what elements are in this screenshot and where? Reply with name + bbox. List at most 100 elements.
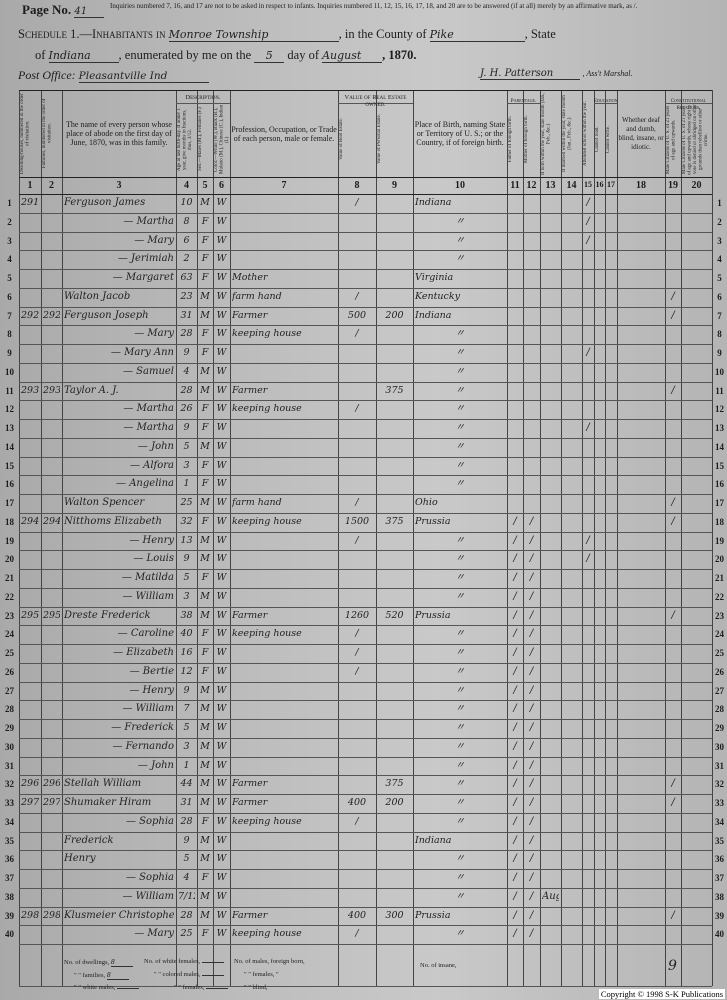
- column-divider: [376, 90, 377, 986]
- real-estate-value: /: [355, 665, 359, 677]
- age: 28: [180, 909, 193, 921]
- person-name: — Sophia: [125, 815, 174, 827]
- father-foreign: /: [513, 572, 517, 583]
- father-foreign: /: [513, 778, 517, 790]
- mother-foreign: /: [529, 684, 534, 696]
- line-number-right: 19: [715, 535, 724, 546]
- column-divider: [19, 90, 20, 986]
- sex: M: [200, 365, 210, 377]
- line-number-right: 27: [715, 685, 724, 696]
- row-rule: [19, 625, 712, 627]
- color: W: [216, 403, 227, 415]
- sex: M: [200, 684, 210, 696]
- line-number-right: 16: [715, 479, 724, 490]
- age: 28: [180, 815, 193, 827]
- attended-school: /: [586, 215, 590, 227]
- column-divider: [338, 90, 339, 986]
- tally-mark: 9: [668, 958, 677, 974]
- birthplace: 〃: [455, 872, 465, 883]
- column-divider: [712, 90, 713, 986]
- row-rule: [19, 400, 712, 402]
- mother-foreign: /: [529, 628, 534, 640]
- occupation: Farmer: [232, 309, 268, 321]
- birthplace: 〃: [455, 215, 465, 227]
- line-number-right: 39: [715, 910, 724, 921]
- column-number-16: 16: [595, 180, 604, 189]
- birthplace: 〃: [455, 422, 465, 433]
- group-rule: [665, 103, 712, 104]
- sex: F: [201, 928, 209, 940]
- row-rule: [19, 737, 712, 739]
- birthplace: 〃: [455, 347, 465, 358]
- header-rule: [19, 90, 712, 91]
- line-number: 9: [7, 348, 12, 358]
- sex: M: [200, 740, 210, 752]
- real-estate-value: /: [355, 534, 359, 546]
- color: W: [216, 778, 227, 790]
- column-header-7: Profession, Occupation, or Trade of each…: [231, 124, 337, 143]
- father-foreign: /: [513, 853, 517, 865]
- table-row: 25 25 — Elizabeth 16 F W / 〃 / /: [0, 644, 727, 663]
- group-rule: [338, 103, 413, 104]
- sex: M: [200, 497, 210, 508]
- age: 44: [180, 778, 193, 790]
- sex: M: [200, 590, 210, 602]
- column-number-7: 7: [281, 180, 287, 191]
- line-number: 32: [5, 779, 14, 790]
- birthplace: 〃: [455, 853, 465, 865]
- birthplace: 〃: [455, 459, 465, 471]
- person-name: Dreste Frederick: [64, 609, 151, 621]
- mother-foreign: /: [529, 890, 534, 902]
- person-name: — Alfora: [129, 459, 174, 471]
- line-number: 12: [5, 404, 14, 415]
- line-number-right: 37: [715, 873, 724, 883]
- father-foreign: /: [513, 872, 517, 883]
- table-row: 9 9— Mary Ann 9 F W 〃 /: [0, 344, 727, 363]
- header-rule: [19, 177, 712, 178]
- line-number: 35: [5, 835, 14, 846]
- column-header-15: Attended school within the year.: [583, 101, 588, 166]
- column-header-19: Male Citizens of U. S. of 21 years of ag…: [666, 105, 677, 174]
- person-name: — Jerimiah: [117, 253, 174, 265]
- day-field: 5: [254, 49, 285, 63]
- age: 4: [183, 872, 190, 883]
- dwelling-number: 297: [21, 797, 39, 808]
- line-number: 24: [5, 629, 14, 640]
- birthplace: 〃: [455, 684, 465, 696]
- birthplace: Kentucky: [415, 290, 460, 302]
- person-name: — Martha: [123, 403, 174, 415]
- real-estate-value: 400: [347, 797, 367, 808]
- color: W: [216, 703, 227, 715]
- personal-estate-value: 375: [385, 778, 404, 790]
- color: W: [216, 647, 227, 658]
- column-number-8: 8: [354, 180, 360, 191]
- line-number-right: 34: [715, 816, 724, 827]
- row-rule: [19, 475, 712, 477]
- birthplace: Prussia: [415, 909, 451, 921]
- male-citizen: /: [671, 309, 675, 321]
- person-name: — Fernando: [112, 740, 174, 752]
- row-rule: [19, 381, 712, 383]
- dwelling-number: 298: [21, 909, 39, 921]
- occupation: keeping house: [232, 628, 302, 640]
- schedule-line: Schedule 1.—Inhabitants in Monroe Townsh…: [18, 27, 556, 42]
- row-rule: [19, 362, 712, 364]
- sex: F: [201, 347, 209, 358]
- occupation: keeping house: [232, 403, 302, 415]
- column-header-14: If married within the year, state month …: [562, 95, 573, 172]
- group-rule: [176, 103, 230, 104]
- father-foreign: /: [513, 928, 517, 940]
- dwelling-number: 295: [21, 609, 39, 621]
- column-number-10: 10: [455, 180, 465, 191]
- mother-foreign: /: [529, 872, 534, 883]
- real-estate-value: /: [355, 197, 359, 208]
- row-rule: [19, 887, 712, 889]
- person-name: — Caroline: [117, 628, 174, 640]
- line-number: 36: [5, 854, 14, 865]
- column-number-14: 14: [566, 180, 577, 191]
- sex: M: [200, 834, 210, 846]
- male-citizen: /: [671, 609, 675, 621]
